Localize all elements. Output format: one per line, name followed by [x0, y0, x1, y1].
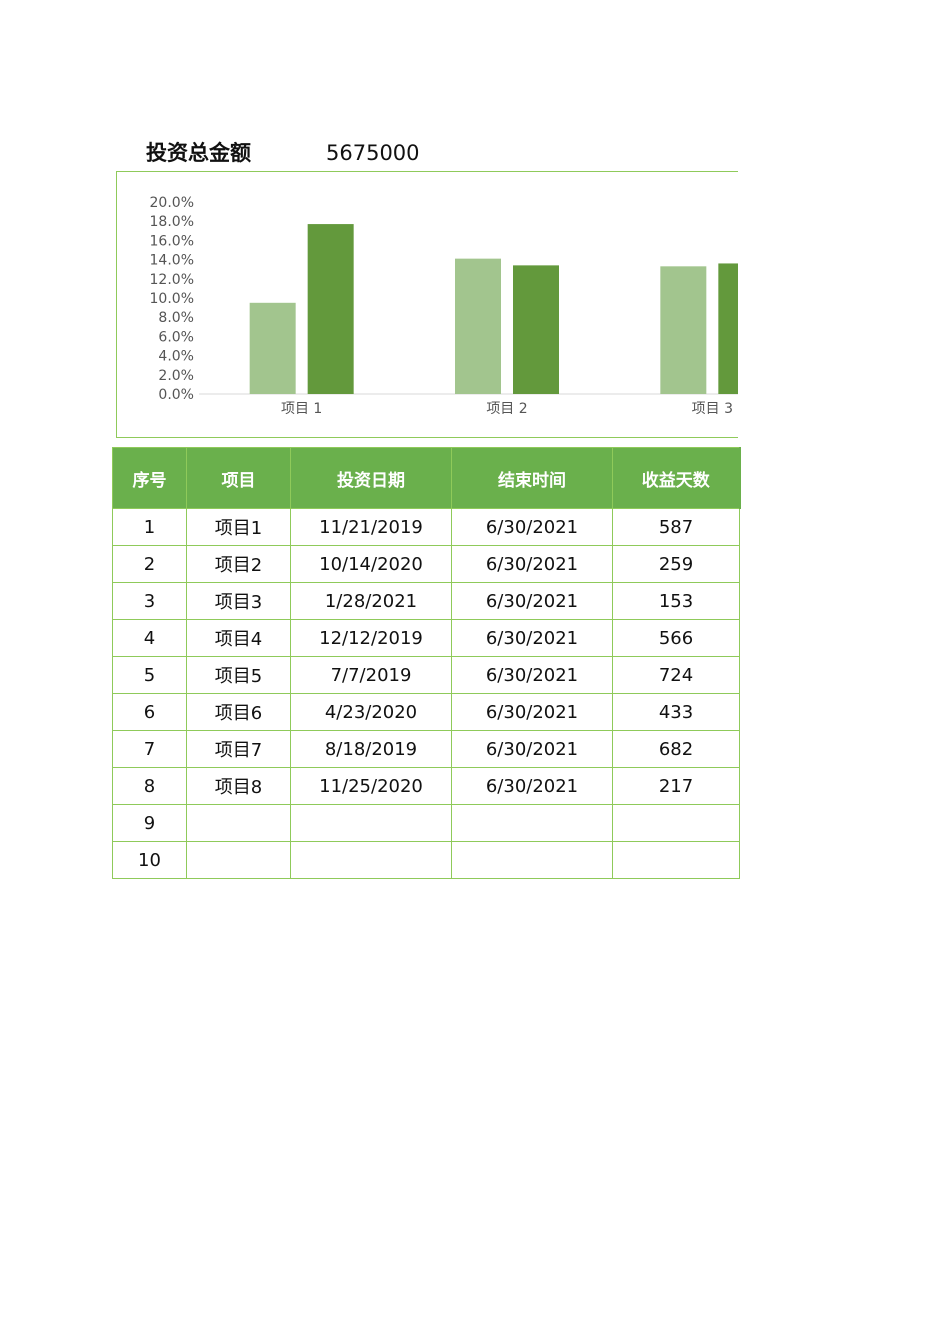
cell-return-days: 587 [612, 508, 740, 546]
cell-index: 1 [112, 508, 187, 546]
y-tick-label: 8.0% [158, 310, 194, 326]
header-index: 序号 [112, 447, 187, 509]
investment-table: 序号 项目 投资日期 结束时间 收益天数 1 项目1 11/21/2019 6/30/… [112, 447, 741, 879]
cell-invest-date: 4/23/2020 [290, 693, 452, 731]
cell-project: 项目3 [186, 582, 291, 620]
cell-project: 项目7 [186, 730, 291, 768]
table-row: 4 项目4 12/12/2019 6/30/2021 566 [112, 619, 740, 657]
y-tick-label: 20.0% [150, 195, 194, 211]
cell-return-days: 566 [612, 619, 740, 657]
cell-index: 2 [112, 545, 187, 583]
x-category-label: 项目 3 [692, 401, 733, 417]
cell-project: 项目8 [186, 767, 291, 805]
cell-index: 3 [112, 582, 187, 620]
cell-end-time: 6/30/2021 [451, 656, 613, 694]
cell-project: 项目4 [186, 619, 291, 657]
cell-end-time: 6/30/2021 [451, 693, 613, 731]
cell-return-days [612, 841, 740, 879]
cell-end-time [451, 804, 613, 842]
bar-series-2-cat-2 [513, 265, 559, 394]
total-investment-value: 5675000 [326, 141, 420, 165]
table-row: 10 [112, 841, 740, 879]
cell-invest-date [290, 841, 452, 879]
x-category-label: 项目 2 [486, 401, 527, 417]
cell-return-days: 153 [612, 582, 740, 620]
y-tick-label: 4.0% [158, 349, 194, 365]
y-tick-label: 12.0% [150, 272, 194, 288]
cell-project: 项目5 [186, 656, 291, 694]
bar-chart-svg: 0.0% 2.0% 4.0% 6.0% 8.0% 10.0% 12.0% 14.0% 16.0%… [150, 195, 738, 417]
table-row: 9 [112, 804, 740, 842]
cell-project [186, 841, 291, 879]
cell-return-days [612, 804, 740, 842]
cell-return-days: 259 [612, 545, 740, 583]
bar-series-1-cat-2 [455, 258, 501, 394]
bar-chart: 0.0% 2.0% 4.0% 6.0% 8.0% 10.0% 12.0% 14.0% 16.0%… [116, 171, 738, 438]
cell-project: 项目6 [186, 693, 291, 731]
table-header-row: 序号 项目 投资日期 结束时间 收益天数 [112, 447, 741, 509]
cell-return-days: 217 [612, 767, 740, 805]
cell-invest-date: 8/18/2019 [290, 730, 452, 768]
cell-return-days: 433 [612, 693, 740, 731]
bar-series-1-cat-1 [249, 302, 296, 394]
cell-end-time: 6/30/2021 [451, 508, 613, 546]
cell-invest-date: 7/7/2019 [290, 656, 452, 694]
cell-index: 6 [112, 693, 187, 731]
cell-invest-date: 11/21/2019 [290, 508, 452, 546]
cell-project: 项目1 [186, 508, 291, 546]
y-tick-label: 6.0% [158, 329, 194, 345]
y-tick-label: 2.0% [158, 368, 194, 384]
cell-invest-date: 10/14/2020 [290, 545, 452, 583]
bar-series-1-cat-3 [660, 266, 707, 394]
header-return-days: 收益天数 [612, 447, 741, 509]
header-invest-date: 投资日期 [290, 447, 452, 509]
table-row: 1 项目1 11/21/2019 6/30/2021 587 [112, 508, 740, 546]
total-investment-label: 投资总金额 [146, 141, 251, 165]
y-tick-label: 14.0% [150, 253, 194, 269]
cell-project [186, 804, 291, 842]
cell-invest-date: 11/25/2020 [290, 767, 452, 805]
cell-index: 7 [112, 730, 187, 768]
cell-invest-date: 12/12/2019 [290, 619, 452, 657]
cell-index: 9 [112, 804, 187, 842]
cell-end-time: 6/30/2021 [451, 767, 613, 805]
y-tick-label: 16.0% [150, 233, 194, 249]
y-tick-label: 0.0% [158, 387, 194, 403]
cell-invest-date: 1/28/2021 [290, 582, 452, 620]
bar-series-2-cat-1 [307, 224, 354, 394]
table-row: 8 项目8 11/25/2020 6/30/2021 217 [112, 767, 740, 805]
cell-end-time: 6/30/2021 [451, 730, 613, 768]
cell-end-time: 6/30/2021 [451, 582, 613, 620]
y-tick-label: 18.0% [150, 214, 194, 230]
cell-index: 8 [112, 767, 187, 805]
header-project: 项目 [186, 447, 291, 509]
table-row: 7 项目7 8/18/2019 6/30/2021 682 [112, 730, 740, 768]
table-row: 5 项目5 7/7/2019 6/30/2021 724 [112, 656, 740, 694]
cell-return-days: 682 [612, 730, 740, 768]
cell-end-time: 6/30/2021 [451, 545, 613, 583]
cell-invest-date [290, 804, 452, 842]
table-row: 2 项目2 10/14/2020 6/30/2021 259 [112, 545, 740, 583]
header-end-time: 结束时间 [451, 447, 613, 509]
table-row: 3 项目3 1/28/2021 6/30/2021 153 [112, 582, 740, 620]
table-body: 1 项目1 11/21/2019 6/30/2021 587 2 项目2 10/14/2020… [112, 508, 740, 879]
bar-series-2-cat-3 [718, 263, 738, 394]
cell-end-time: 6/30/2021 [451, 619, 613, 657]
table-row: 6 项目6 4/23/2020 6/30/2021 433 [112, 693, 740, 731]
cell-end-time [451, 841, 613, 879]
cell-index: 10 [112, 841, 187, 879]
x-category-label: 项目 1 [281, 401, 322, 417]
cell-project: 项目2 [186, 545, 291, 583]
cell-index: 5 [112, 656, 187, 694]
y-tick-label: 10.0% [150, 291, 194, 307]
cell-return-days: 724 [612, 656, 740, 694]
cell-index: 4 [112, 619, 187, 657]
